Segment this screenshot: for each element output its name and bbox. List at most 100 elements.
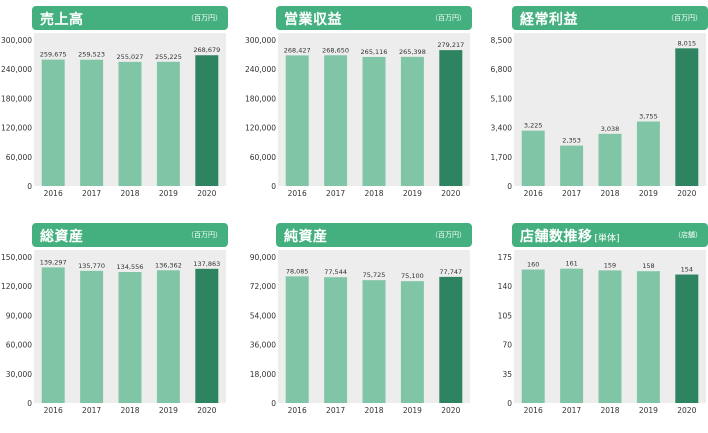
x-tick-label: 2016 — [524, 406, 543, 415]
y-tick-label: 0 — [271, 399, 276, 408]
x-tick-label: 2016 — [288, 189, 307, 198]
x-tick-label: 2017 — [82, 406, 101, 415]
y-tick-label: 30,000 — [6, 370, 32, 379]
unit-label: （百万円） — [187, 231, 222, 239]
bar — [324, 55, 348, 186]
bar-value-label: 268,427 — [284, 46, 311, 54]
bar-value-label: 75,725 — [363, 271, 386, 279]
x-tick-label: 2020 — [441, 406, 460, 415]
panel-store-count: 店舗数推移 [単体] （店舗） 0 35 70 105 140 175 160 2016 161 2… — [498, 223, 708, 433]
bar-value-label: 265,116 — [361, 48, 388, 56]
bar — [598, 133, 622, 186]
y-tick-label: 140 — [498, 282, 513, 291]
y-tick-label: 0 — [507, 182, 512, 191]
y-tick-label: 180,000 — [1, 94, 32, 103]
y-tick-label: 90,000 — [250, 253, 276, 262]
y-tick-label: 0 — [27, 399, 32, 408]
unit-label: （百万円） — [187, 14, 222, 22]
bar — [285, 55, 309, 187]
bar-value-label: 139,297 — [40, 258, 67, 266]
y-tick-label: 90,000 — [6, 311, 32, 320]
panel-ordinary-profit: 経常利益 （百万円） 0 1,700 3,400 5,100 6,800 8,500 3,2… — [491, 6, 708, 216]
x-tick-label: 2017 — [562, 406, 581, 415]
y-tick-label: 0 — [271, 182, 276, 191]
y-tick-label: 5,100 — [491, 94, 513, 103]
panel-net-assets: 純資産 （百万円） 0 18,000 36,000 54,000 72,000 90,00… — [250, 223, 472, 433]
unit-label: （百万円） — [431, 231, 466, 239]
bar-value-label: 279,217 — [437, 41, 464, 49]
y-tick-label: 120,000 — [245, 124, 276, 133]
bar — [439, 50, 463, 186]
y-tick-label: 175 — [498, 253, 513, 262]
bar-value-label: 259,523 — [78, 51, 105, 59]
store-count-chart: 0 35 70 105 140 175 160 2016 161 2017 159 2018 158 20… — [498, 250, 706, 415]
panel-header: 営業収益 （百万円） — [276, 6, 472, 30]
x-tick-label: 2016 — [524, 189, 543, 198]
bar-value-label: 159 — [604, 261, 616, 269]
bar-value-label: 161 — [565, 260, 577, 268]
bar — [324, 277, 348, 403]
y-tick-label: 60,000 — [250, 153, 276, 162]
bar-value-label: 154 — [681, 266, 693, 274]
bar-value-label: 255,225 — [155, 53, 182, 61]
bar-value-label: 136,362 — [155, 261, 182, 269]
x-tick-label: 2017 — [562, 189, 581, 198]
bar-value-label: 158 — [642, 262, 654, 270]
panel-title: 経常利益 — [520, 12, 578, 28]
bar — [439, 276, 463, 403]
x-tick-label: 2020 — [677, 189, 696, 198]
x-tick-label: 2016 — [44, 189, 63, 198]
y-tick-label: 36,000 — [250, 341, 276, 350]
y-tick-label: 6,800 — [491, 65, 513, 74]
y-tick-label: 105 — [498, 311, 513, 320]
panel-header: 売上高 （百万円） — [32, 6, 228, 30]
y-tick-label: 0 — [27, 182, 32, 191]
x-tick-label: 2019 — [159, 189, 178, 198]
y-tick-label: 54,000 — [250, 311, 276, 320]
bar-value-label: 8,015 — [677, 39, 696, 47]
bar — [675, 48, 699, 186]
bar — [41, 59, 65, 186]
y-tick-label: 18,000 — [250, 370, 276, 379]
x-tick-label: 2018 — [364, 189, 383, 198]
panel-total-assets: 総資産 （百万円） 0 30,000 60,000 90,000 120,000 150,… — [1, 223, 228, 433]
bar — [560, 268, 584, 403]
panel-title: 純資産 — [284, 229, 328, 245]
x-tick-label: 2019 — [639, 406, 658, 415]
bar — [118, 272, 142, 403]
y-tick-label: 240,000 — [1, 65, 32, 74]
bar-value-label: 3,755 — [639, 113, 658, 121]
bar — [118, 61, 142, 187]
y-tick-label: 0 — [507, 399, 512, 408]
bar — [560, 145, 584, 186]
bar — [675, 274, 699, 403]
panel-header: 総資産 （百万円） — [32, 223, 228, 247]
y-tick-label: 35 — [502, 370, 512, 379]
bar — [521, 130, 545, 186]
bar-value-label: 75,100 — [401, 272, 424, 280]
bar — [636, 121, 660, 186]
panel-title: 店舗数推移 [単体] — [520, 229, 620, 245]
y-tick-label: 240,000 — [245, 65, 276, 74]
y-tick-label: 120,000 — [1, 282, 32, 291]
y-tick-label: 120,000 — [1, 124, 32, 133]
y-tick-label: 8,500 — [491, 36, 513, 45]
bar — [285, 276, 309, 403]
bar-value-label: 268,650 — [322, 46, 349, 54]
sales-chart: 0 60,000 120,000 180,000 240,000 300,000 259,6… — [1, 33, 226, 198]
unit-label: （百万円） — [431, 14, 466, 22]
bar — [156, 61, 180, 187]
bar-value-label: 135,770 — [78, 262, 105, 270]
panel-header: 純資産 （百万円） — [276, 223, 472, 247]
y-tick-label: 180,000 — [245, 94, 276, 103]
bar-value-label: 78,085 — [286, 267, 309, 275]
panel-header: 経常利益 （百万円） — [512, 6, 708, 30]
x-tick-label: 2020 — [677, 406, 696, 415]
x-tick-label: 2019 — [403, 189, 422, 198]
unit-label: （店舗） — [674, 231, 702, 239]
x-tick-label: 2018 — [364, 406, 383, 415]
panel-header: 店舗数推移 [単体] （店舗） — [512, 223, 708, 247]
x-tick-label: 2017 — [326, 189, 345, 198]
x-tick-label: 2019 — [639, 189, 658, 198]
x-tick-label: 2017 — [326, 406, 345, 415]
